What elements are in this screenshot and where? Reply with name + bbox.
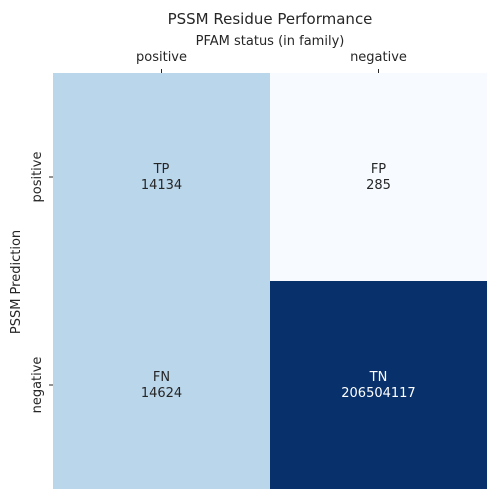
heatmap-cell-fn <box>53 281 270 489</box>
x-tick-label-positive: positive <box>136 50 187 65</box>
cell-value-fn: 14624 <box>141 386 182 401</box>
heatmap-cell-fp <box>270 73 487 281</box>
axis-ticks: positive negative positive negative <box>30 50 407 413</box>
heatmap-cell-tp <box>53 73 270 281</box>
chart-title: PSSM Residue Performance <box>168 10 373 28</box>
cell-value-fp: 285 <box>366 178 391 193</box>
x-axis-label: PFAM status (in family) <box>196 34 345 49</box>
y-tick-label-negative: negative <box>30 357 45 414</box>
y-axis-label: PSSM Prediction <box>9 230 24 334</box>
cell-label-fp: FP <box>371 162 386 177</box>
cell-label-tp: TP <box>153 162 170 177</box>
heatmap-cell-tn <box>270 281 487 489</box>
cell-label-fn: FN <box>153 370 170 385</box>
x-tick-label-negative: negative <box>350 50 407 65</box>
cell-value-tn: 206504117 <box>341 386 415 401</box>
y-tick-label-positive: positive <box>30 152 45 203</box>
cell-value-tp: 14134 <box>141 178 182 193</box>
cell-label-tn: TN <box>369 370 388 385</box>
